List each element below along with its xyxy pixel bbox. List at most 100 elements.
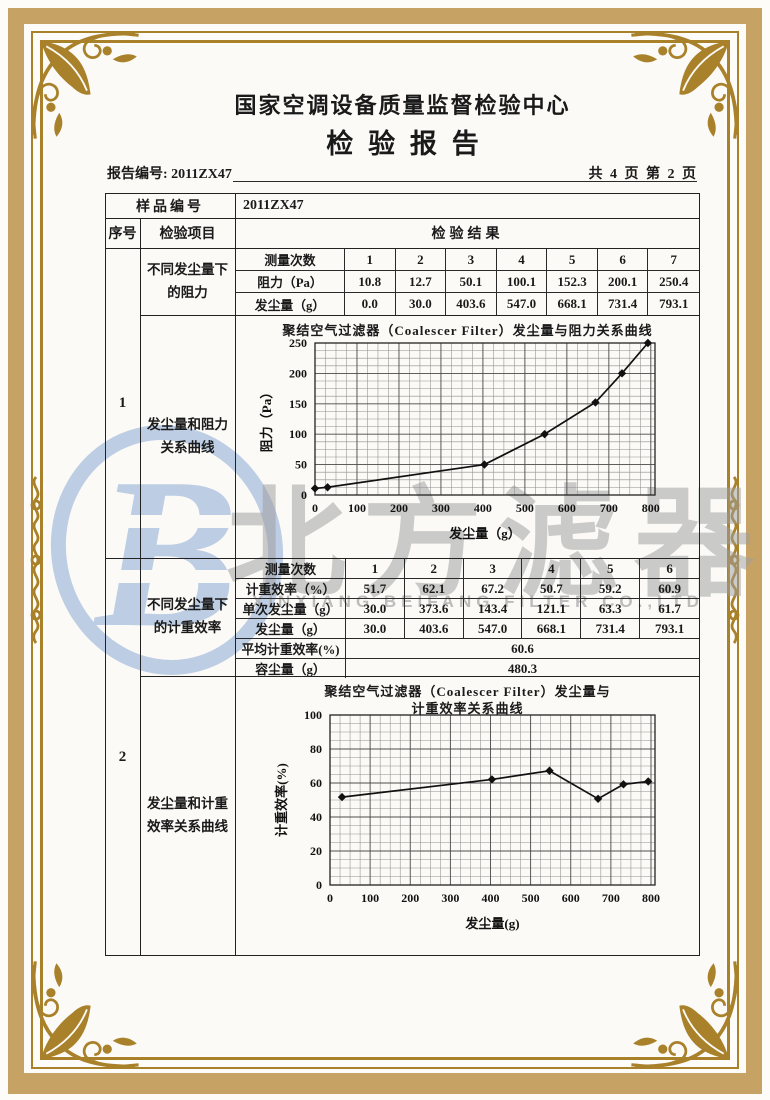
table-cell: 5 bbox=[581, 559, 641, 579]
svg-text:阻力（Pa）: 阻力（Pa） bbox=[259, 386, 274, 452]
row-label: 测量次数 bbox=[236, 249, 345, 271]
svg-text:500: 500 bbox=[516, 501, 534, 515]
section1-item-resistance: 不同发尘量下的阻力 bbox=[147, 261, 228, 300]
svg-text:50: 50 bbox=[295, 458, 307, 472]
section2-serial: 2 bbox=[118, 748, 127, 765]
table-cell: 2 bbox=[395, 249, 447, 271]
header-rule bbox=[233, 181, 697, 182]
svg-text:800: 800 bbox=[642, 501, 660, 515]
table-cell: 62.1 bbox=[404, 579, 464, 599]
table-cell: 731.4 bbox=[598, 293, 649, 315]
table-cell: 30.0 bbox=[396, 293, 447, 315]
table-cell: 3 bbox=[463, 559, 523, 579]
svg-text:40: 40 bbox=[310, 810, 322, 824]
svg-text:700: 700 bbox=[600, 501, 618, 515]
svg-text:300: 300 bbox=[441, 891, 459, 905]
section1-serial: 1 bbox=[118, 394, 127, 411]
svg-text:150: 150 bbox=[289, 397, 307, 411]
svg-text:0: 0 bbox=[327, 891, 333, 905]
table-cell: 793.1 bbox=[640, 619, 699, 639]
edge-ornament-left bbox=[30, 475, 42, 645]
svg-text:700: 700 bbox=[602, 891, 620, 905]
table-cell: 6 bbox=[640, 559, 699, 579]
svg-text:发尘量（g）: 发尘量（g） bbox=[448, 526, 521, 541]
table-cell: 5 bbox=[547, 249, 598, 271]
svg-text:600: 600 bbox=[562, 891, 580, 905]
table-cell: 51.7 bbox=[346, 579, 405, 599]
table-cell: 547.0 bbox=[463, 619, 523, 639]
efficiency-chart: 0 100 200 300 400 500 600 700 800 0 20 40 60 80 100 发尘量… bbox=[274, 708, 660, 931]
table-cell: 250.4 bbox=[648, 271, 699, 293]
table-cell: 4 bbox=[496, 249, 548, 271]
table-cell: 403.6 bbox=[446, 293, 497, 315]
table-cell: 61.7 bbox=[640, 599, 699, 619]
row-label: 发尘量（g） bbox=[236, 619, 346, 639]
table-cell: 1 bbox=[345, 249, 396, 271]
row-label: 平均计重效率(%) bbox=[236, 639, 346, 659]
section2-item-curve: 发尘量和计重效率关系曲线 bbox=[147, 796, 228, 834]
svg-text:0: 0 bbox=[316, 878, 322, 892]
table-cell: 67.2 bbox=[463, 579, 523, 599]
section2-item-efficiency: 不同发尘量下的计重效率 bbox=[147, 597, 228, 635]
table-cell: 60.9 bbox=[640, 579, 699, 599]
sample-no-label: 样品编号 bbox=[136, 199, 204, 215]
svg-text:200: 200 bbox=[289, 366, 307, 380]
svg-text:200: 200 bbox=[390, 501, 408, 515]
table-cell: 373.6 bbox=[404, 599, 464, 619]
row-label: 计重效率（%） bbox=[236, 579, 346, 599]
table-cell: 152.3 bbox=[547, 271, 598, 293]
table-cell: 30.0 bbox=[346, 599, 405, 619]
table-cell: 60.6 bbox=[346, 639, 699, 659]
table-cell: 143.4 bbox=[463, 599, 523, 619]
table-cell: 6 bbox=[597, 249, 649, 271]
table-cell: 731.4 bbox=[581, 619, 641, 639]
column-header-serial: 序号 bbox=[108, 227, 137, 242]
svg-text:60: 60 bbox=[310, 776, 322, 790]
svg-text:发尘量(g): 发尘量(g) bbox=[464, 916, 519, 931]
table-cell: 50.1 bbox=[446, 271, 497, 293]
svg-text:250: 250 bbox=[289, 336, 307, 350]
table-cell: 3 bbox=[446, 249, 497, 271]
table-cell: 59.2 bbox=[581, 579, 641, 599]
table-cell: 1 bbox=[346, 559, 405, 579]
svg-text:100: 100 bbox=[304, 708, 322, 722]
table-cell: 403.6 bbox=[404, 619, 464, 639]
svg-text:20: 20 bbox=[310, 844, 322, 858]
table-cell: 63.3 bbox=[581, 599, 641, 619]
svg-text:300: 300 bbox=[432, 501, 450, 515]
report-number: 报告编号: 2011ZX47 bbox=[107, 167, 232, 182]
table-cell: 668.1 bbox=[522, 619, 582, 639]
table-cell: 793.1 bbox=[659, 296, 689, 311]
svg-text:100: 100 bbox=[361, 891, 379, 905]
row-label: 容尘量（g） bbox=[236, 659, 346, 678]
resistance-chart-title: 聚结空气过滤器（Coalescer Filter）发尘量与阻力关系曲线 bbox=[282, 323, 653, 338]
svg-text:0: 0 bbox=[301, 488, 307, 502]
row-label: 发尘量（g） bbox=[236, 293, 345, 315]
table-cell: 4 bbox=[522, 559, 582, 579]
edge-ornament-right bbox=[728, 475, 740, 645]
page-count: 共 4 页 第 2 页 bbox=[588, 167, 698, 182]
table-cell: 30.0 bbox=[346, 619, 405, 639]
svg-text:0: 0 bbox=[312, 501, 318, 515]
table-cell: 100.1 bbox=[496, 271, 548, 293]
table-line bbox=[140, 676, 700, 677]
svg-text:400: 400 bbox=[474, 501, 492, 515]
section1-data-table: 测量次数 1 2 3 4 5 6 7 阻力（Pa） 10.8 12.7 50.1… bbox=[236, 249, 699, 315]
resistance-chart: 0 100 200 300 400 500 600 700 800 0 50 100 150 200 250… bbox=[259, 336, 660, 541]
efficiency-chart-title-line2: 计重效率关系曲线 bbox=[411, 701, 524, 716]
sample-no-value: 2011ZX47 bbox=[243, 197, 304, 213]
table-cell: 547.0 bbox=[497, 293, 548, 315]
table-cell: 480.3 bbox=[507, 660, 538, 676]
svg-text:计重效率(%): 计重效率(%) bbox=[274, 763, 289, 837]
table-cell: 12.7 bbox=[395, 271, 447, 293]
svg-text:200: 200 bbox=[401, 891, 419, 905]
table-line bbox=[105, 218, 700, 219]
section2-data-table: 测量次数 1 2 3 4 5 6 计重效率（%） 51.7 62.1 67.2 … bbox=[236, 559, 699, 678]
table-cell: 7 bbox=[648, 249, 699, 271]
results-table-frame bbox=[105, 193, 700, 956]
svg-text:100: 100 bbox=[348, 501, 366, 515]
svg-text:600: 600 bbox=[558, 501, 576, 515]
svg-text:500: 500 bbox=[522, 891, 540, 905]
inspection-center-name: 国家空调设备质量监督检验中心 bbox=[234, 93, 571, 118]
